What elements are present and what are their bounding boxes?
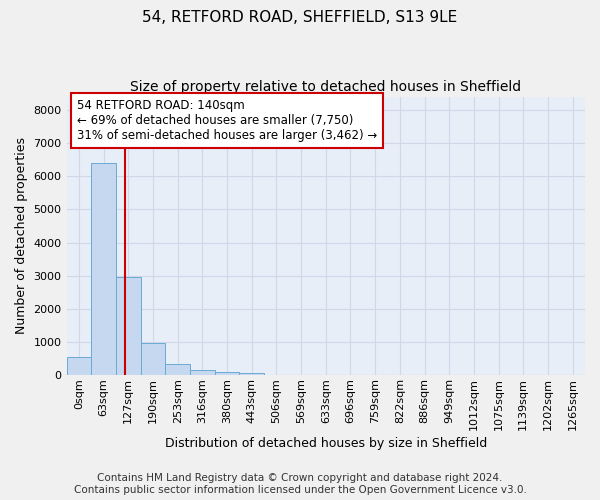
Text: 54 RETFORD ROAD: 140sqm
← 69% of detached houses are smaller (7,750)
31% of semi: 54 RETFORD ROAD: 140sqm ← 69% of detache… [77,100,377,142]
Bar [215,372,239,376]
Text: 54, RETFORD ROAD, SHEFFIELD, S13 9LE: 54, RETFORD ROAD, SHEFFIELD, S13 9LE [142,10,458,25]
Bar [190,370,215,376]
Y-axis label: Number of detached properties: Number of detached properties [15,138,28,334]
Text: Contains HM Land Registry data © Crown copyright and database right 2024.
Contai: Contains HM Land Registry data © Crown c… [74,474,526,495]
Bar [165,364,190,376]
Bar [140,343,165,376]
Bar [91,163,116,376]
Bar [239,373,264,376]
X-axis label: Distribution of detached houses by size in Sheffield: Distribution of detached houses by size … [164,437,487,450]
Title: Size of property relative to detached houses in Sheffield: Size of property relative to detached ho… [130,80,521,94]
Bar [116,278,140,376]
Bar [67,357,91,376]
